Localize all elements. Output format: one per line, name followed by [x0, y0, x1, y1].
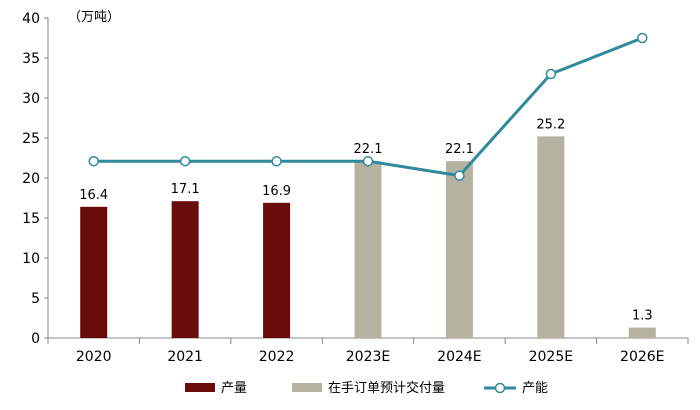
y-tick-label: 10: [22, 251, 40, 267]
data-labels: 16.4 17.1 16.9 22.1 22.1 25.2 1.3: [79, 117, 652, 323]
legend-swatch: [292, 383, 322, 392]
bar-value-label: 16.4: [79, 188, 108, 203]
line-point: [271, 155, 282, 167]
bar: [263, 202, 291, 338]
y-tick-label: 20: [22, 171, 40, 187]
x-tick-label: 2020: [76, 349, 112, 365]
x-tick-label: 2024E: [437, 349, 481, 365]
bar: [628, 327, 656, 338]
bar: [80, 206, 108, 338]
x-tick-label: 2022: [259, 349, 295, 365]
y-tick-label: 25: [22, 131, 40, 147]
bar: [537, 136, 565, 338]
bar-value-label: 25.2: [536, 117, 565, 132]
y-tick-label: 5: [31, 291, 40, 307]
line-point: [637, 32, 648, 44]
legend: 产量 在手订单预计交付量 产能: [185, 380, 548, 396]
legend-swatch: [185, 383, 215, 392]
bar-value-label: 1.3: [632, 309, 653, 324]
line-point: [179, 155, 191, 167]
legend-label: 在手订单预计交付量: [328, 380, 445, 396]
unit-label: （万吨）: [68, 10, 120, 25]
x-tick-label: 2025E: [529, 349, 573, 365]
x-axis: 2020 2021 2022 2023E 2024E 2025E 2026E: [47, 337, 689, 365]
bar: [171, 201, 199, 338]
legend-swatch-marker: [494, 382, 506, 394]
y-tick-label: 30: [22, 91, 40, 107]
y-tick-label: 35: [22, 51, 40, 67]
y-axis: 0 5 10 15 20 25 30 35 40: [22, 11, 49, 347]
capacity-line-series: [88, 32, 648, 181]
y-tick-label: 15: [22, 211, 40, 227]
bar-value-label: 17.1: [171, 182, 200, 197]
bar: [445, 161, 473, 338]
x-tick-label: 2021: [167, 349, 203, 365]
bars: [80, 136, 656, 338]
x-tick-label: 2023E: [346, 349, 390, 365]
line-point: [545, 68, 557, 80]
bar-value-label: 22.1: [354, 142, 383, 157]
y-tick-label: 0: [31, 331, 40, 347]
x-tick-label: 2026E: [620, 349, 664, 365]
y-tick-label: 40: [22, 11, 40, 27]
legend-label: 产能: [522, 381, 548, 396]
bar: [354, 161, 382, 338]
line-point: [88, 155, 99, 167]
bar-value-label: 22.1: [445, 142, 474, 157]
line-point: [362, 155, 374, 167]
line-point: [454, 170, 465, 181]
legend-label: 产量: [221, 381, 247, 396]
bar-value-label: 16.9: [262, 184, 291, 199]
